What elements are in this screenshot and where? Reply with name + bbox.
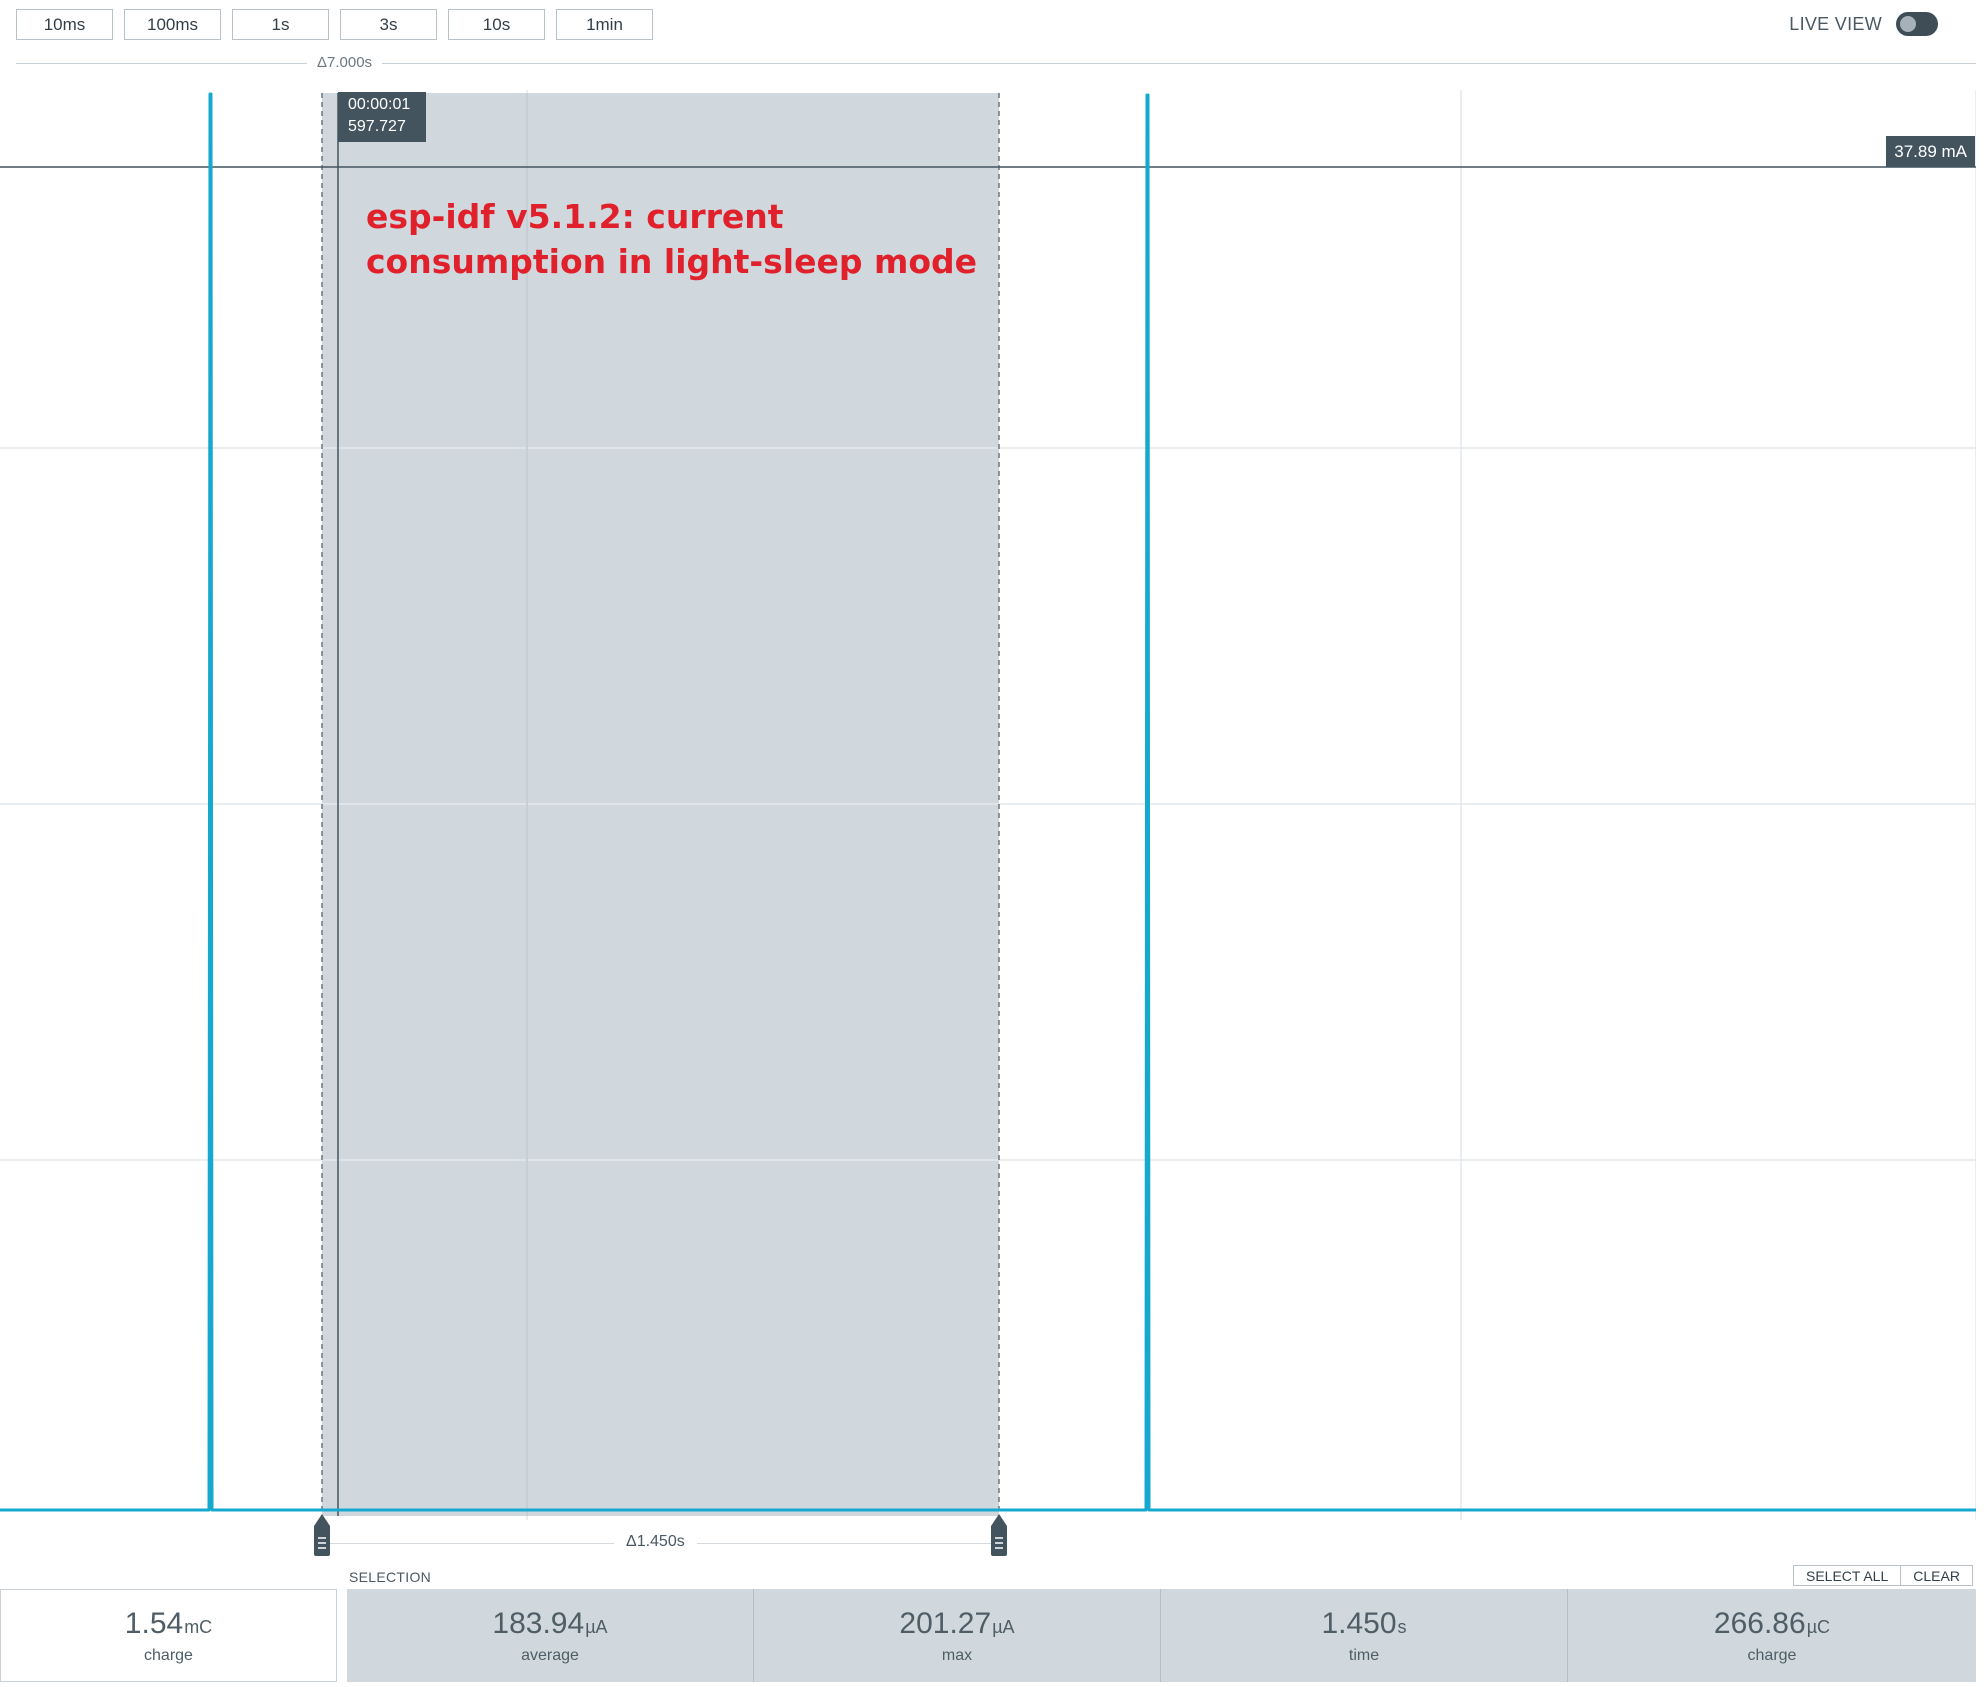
stat-label: average [521, 1646, 579, 1664]
chart-annotation: esp-idf v5.1.2: current consumption in l… [366, 197, 977, 281]
toggle-knob [1900, 16, 1916, 32]
stat-unit: µC [1806, 1616, 1831, 1637]
stat-value: 201.27 µA [899, 1607, 1014, 1641]
stat-label: time [1348, 1646, 1380, 1664]
zoom-1s-button[interactable]: 1s [232, 9, 329, 40]
selection-max-stat: 201.27 µA max [754, 1589, 1161, 1682]
chart-canvas[interactable] [0, 90, 1976, 1520]
cursor-time-ms: 597.727 [348, 118, 406, 135]
cursor-time-badge: 00:00:01 597.727 [338, 92, 426, 142]
zoom-10s-button[interactable]: 10s [448, 9, 545, 40]
stat-number: 183.94 [492, 1606, 585, 1640]
selection-end-handle-icon[interactable] [990, 1514, 1008, 1556]
stat-unit: µA [585, 1616, 608, 1637]
zoom-10ms-button[interactable]: 10ms [16, 9, 113, 40]
selection-actions: SELECT ALL CLEAR [1793, 1565, 1973, 1586]
stat-unit: µA [992, 1616, 1015, 1637]
current-trace [0, 92, 1976, 1512]
stat-number: 266.86 [1713, 1606, 1806, 1640]
window-charge-stat: 1.54 mC charge [0, 1589, 337, 1682]
window-delta-label: Δ7.000s [307, 54, 383, 71]
stat-label: max [941, 1646, 973, 1664]
zoom-3s-button[interactable]: 3s [340, 9, 437, 40]
selection-delta-label: Δ1.450s [614, 1533, 697, 1551]
live-view-toggle[interactable] [1896, 12, 1938, 36]
stat-number: 201.27 [899, 1606, 992, 1640]
selection-average-stat: 183.94 µA average [347, 1589, 754, 1682]
stat-value: 1.54 mC [125, 1607, 212, 1641]
stat-value: 266.86 µC [1714, 1607, 1830, 1641]
level-value-badge[interactable]: 37.89 mA [1886, 136, 1975, 167]
zoom-1min-button[interactable]: 1min [556, 9, 653, 40]
cursor-time-hms: 00:00:01 [348, 96, 411, 113]
window-delta-line [16, 63, 1976, 64]
clear-button[interactable]: CLEAR [1901, 1565, 1973, 1586]
stat-value: 1.450 s [1321, 1607, 1406, 1641]
stat-label: charge [1747, 1646, 1797, 1664]
stat-label: charge [144, 1646, 193, 1664]
live-view-control: LIVE VIEW [1789, 12, 1938, 36]
selection-time-stat: 1.450 s time [1161, 1589, 1568, 1682]
selection-title: SELECTION [349, 1569, 432, 1585]
stat-unit: s [1397, 1616, 1407, 1637]
current-chart[interactable]: 00:00:01 597.727 37.89 mA esp-idf v5.1.2… [0, 90, 1976, 1520]
live-view-label: LIVE VIEW [1789, 13, 1882, 34]
stat-value: 183.94 µA [492, 1607, 607, 1641]
stat-unit: mC [184, 1616, 213, 1637]
zoom-button-group: 10ms 100ms 1s 3s 10s 1min [16, 9, 653, 40]
selection-start-handle-icon[interactable] [313, 1514, 331, 1556]
stat-number: 1.54 [124, 1606, 184, 1640]
zoom-100ms-button[interactable]: 100ms [124, 9, 221, 40]
stat-number: 1.450 [1321, 1606, 1397, 1640]
selection-charge-stat: 266.86 µC charge [1568, 1589, 1976, 1682]
select-all-button[interactable]: SELECT ALL [1793, 1565, 1902, 1586]
